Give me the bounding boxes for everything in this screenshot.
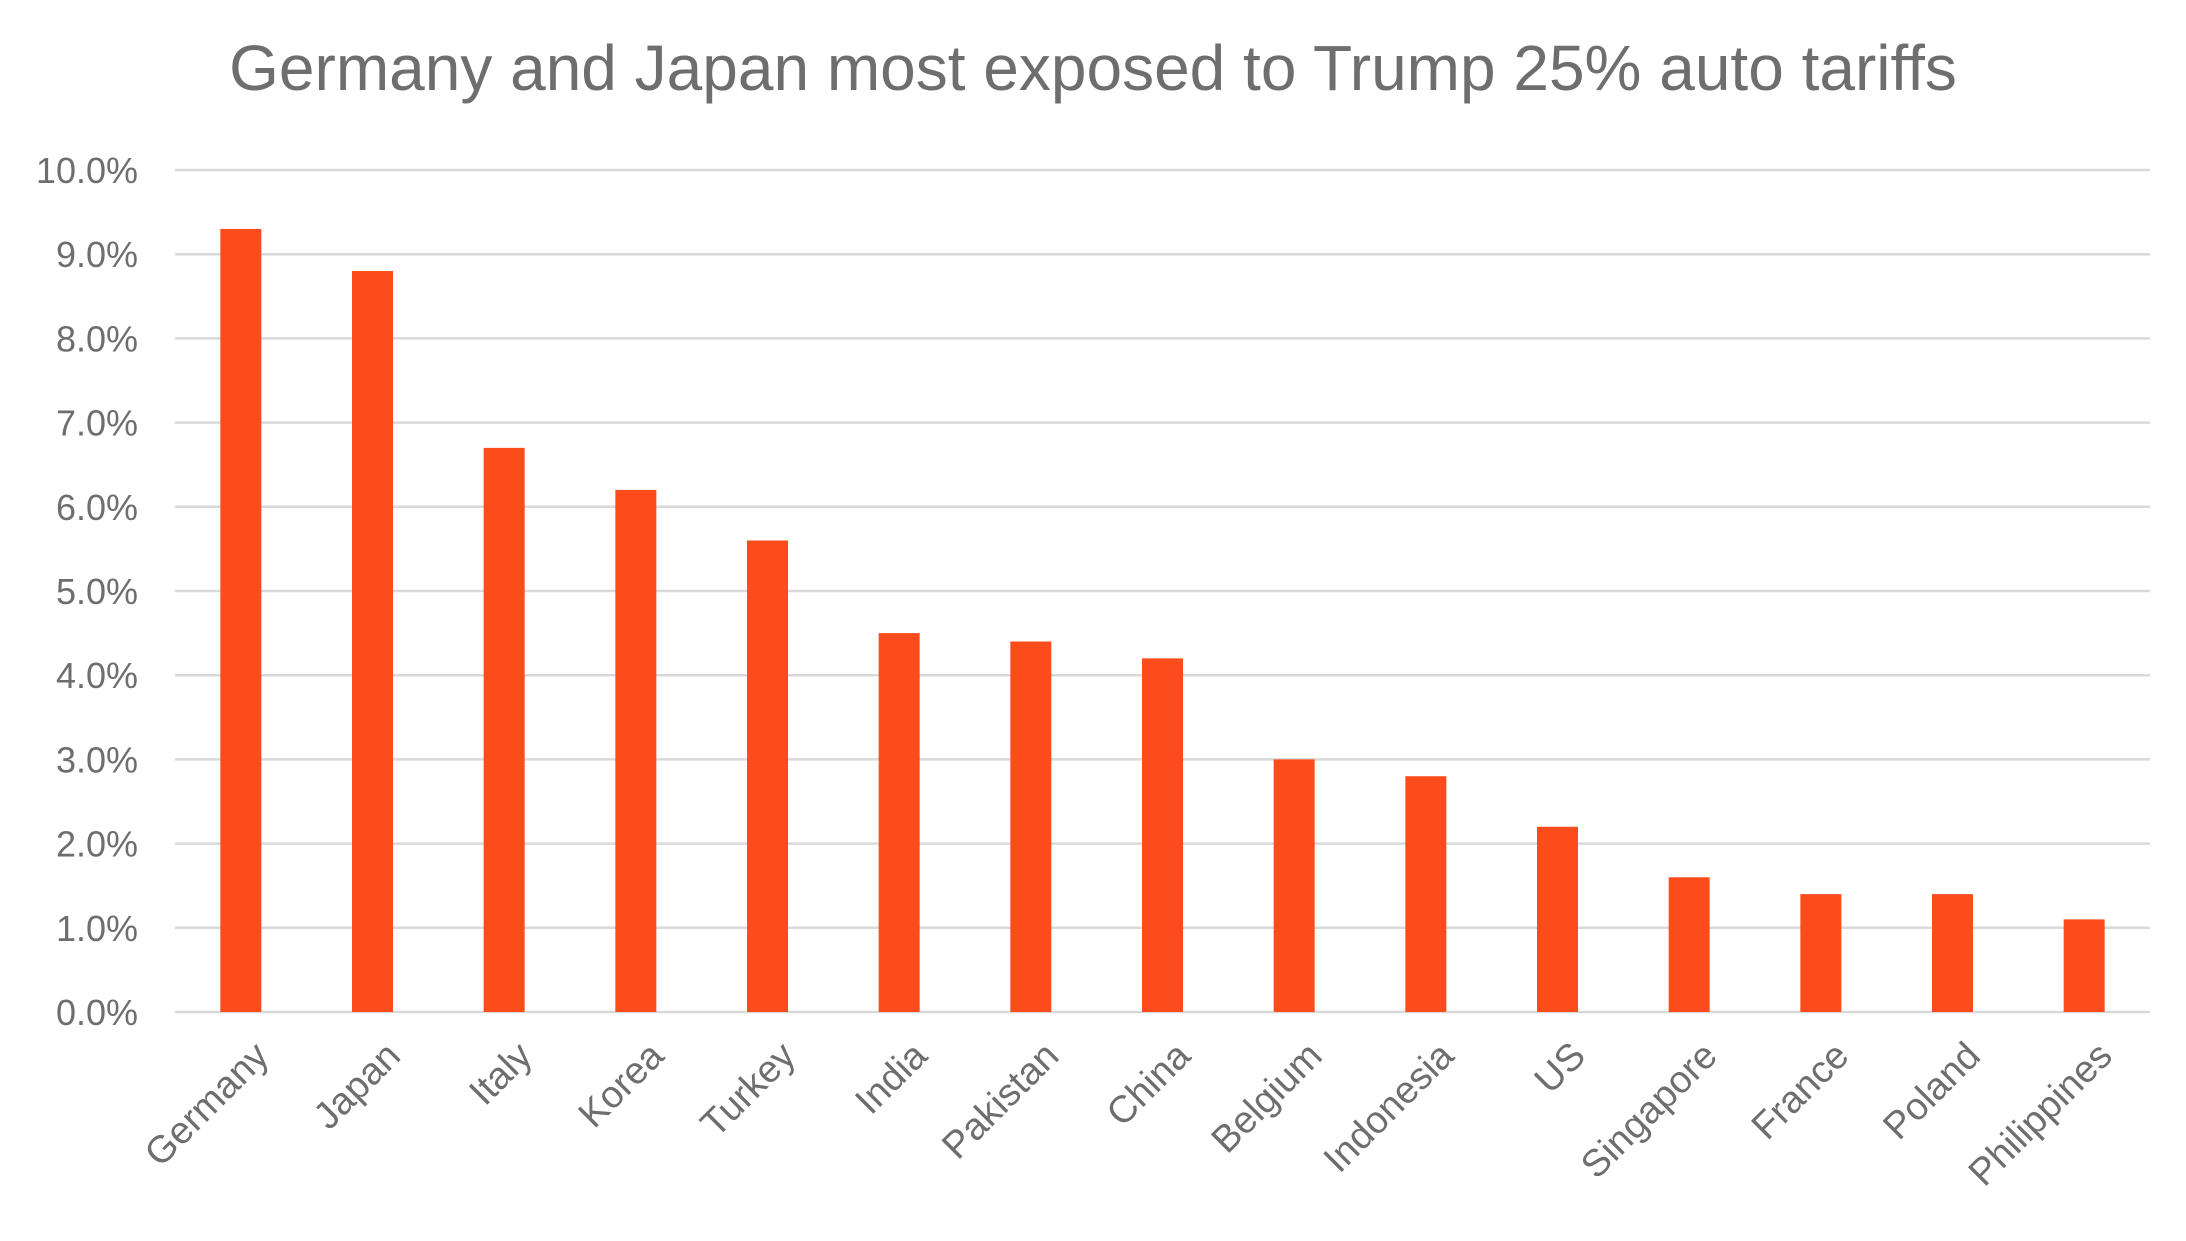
category-label: Indonesia — [1316, 1034, 1463, 1181]
y-tick-label: 4.0% — [56, 655, 138, 696]
bar-france — [1800, 894, 1842, 1012]
category-label: Italy — [462, 1035, 541, 1114]
bar-us — [1537, 826, 1578, 1012]
y-tick-label: 0.0% — [56, 992, 138, 1033]
category-label: US — [1527, 1035, 1594, 1102]
y-tick-label: 7.0% — [56, 403, 138, 444]
category-label: Japan — [306, 1035, 409, 1138]
y-axis-tick-labels: 0.0% 1.0% 2.0% 3.0% 4.0% 5.0% 6.0% 7.0% 8.0% 9.0%… — [36, 150, 138, 1033]
category-label: Turkey — [693, 1035, 804, 1146]
y-tick-label: 9.0% — [56, 234, 138, 275]
category-label: India — [848, 1034, 937, 1123]
category-label: Korea — [571, 1034, 673, 1136]
category-label: China — [1099, 1034, 1200, 1135]
bar-poland — [1932, 894, 1973, 1012]
bars — [220, 228, 2105, 1013]
chart-title: Germany and Japan most exposed to Trump … — [229, 32, 1957, 104]
category-label: Germany — [137, 1035, 277, 1175]
bar-pakistan — [1010, 641, 1052, 1012]
bar-belgium — [1273, 759, 1315, 1012]
bar-china — [1142, 658, 1183, 1012]
bar-japan — [352, 271, 393, 1012]
category-label: Belgium — [1204, 1035, 1331, 1162]
bar-philippines — [2063, 919, 2105, 1012]
category-label: France — [1744, 1035, 1857, 1148]
y-tick-label: 6.0% — [56, 487, 138, 528]
x-axis-category-labels: Germany Japan Italy Korea Turkey IndiaPakista… — [137, 1034, 2121, 1194]
category-label: Poland — [1875, 1035, 1988, 1148]
y-tick-label: 8.0% — [56, 318, 138, 359]
y-tick-label: 10.0% — [36, 150, 138, 191]
y-tick-label: 5.0% — [56, 571, 138, 612]
bar-italy — [483, 447, 525, 1012]
category-label: Pakistan — [934, 1035, 1067, 1168]
y-tick-label: 2.0% — [56, 824, 138, 865]
category-label: Singapore — [1573, 1035, 1725, 1187]
bar-germany — [220, 228, 262, 1012]
category-label: Philippines — [1961, 1035, 2121, 1195]
bar-indonesia — [1405, 776, 1447, 1012]
y-tick-label: 3.0% — [56, 739, 138, 780]
bar-india — [878, 633, 920, 1012]
bar-singapore — [1668, 877, 1710, 1012]
bar-turkey — [747, 540, 788, 1012]
y-tick-label: 1.0% — [56, 908, 138, 949]
bar-korea — [615, 489, 657, 1013]
